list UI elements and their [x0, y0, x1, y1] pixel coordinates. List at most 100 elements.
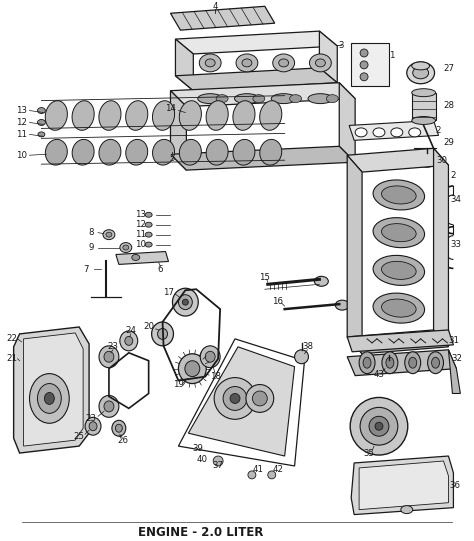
Ellipse shape [253, 95, 265, 103]
Ellipse shape [45, 101, 67, 130]
Ellipse shape [205, 351, 215, 362]
Ellipse shape [359, 352, 375, 374]
Ellipse shape [386, 357, 394, 368]
Text: 8: 8 [88, 228, 94, 237]
Ellipse shape [271, 94, 296, 103]
Ellipse shape [123, 245, 129, 250]
Ellipse shape [315, 59, 325, 67]
Text: 34: 34 [450, 195, 461, 204]
Polygon shape [347, 330, 448, 354]
Ellipse shape [252, 391, 267, 406]
Ellipse shape [373, 128, 385, 137]
Polygon shape [175, 68, 337, 91]
Ellipse shape [85, 417, 101, 435]
Polygon shape [349, 121, 438, 140]
Ellipse shape [416, 153, 438, 167]
Polygon shape [175, 31, 337, 54]
Ellipse shape [125, 337, 133, 345]
Ellipse shape [391, 128, 403, 137]
Ellipse shape [310, 54, 331, 72]
Ellipse shape [145, 242, 152, 247]
Text: 5: 5 [170, 154, 175, 163]
Polygon shape [339, 83, 355, 162]
Text: 25: 25 [73, 432, 85, 441]
Ellipse shape [115, 424, 122, 432]
Ellipse shape [375, 423, 383, 430]
Text: 11: 11 [16, 130, 27, 139]
Ellipse shape [199, 54, 221, 72]
Ellipse shape [248, 471, 256, 479]
Polygon shape [351, 456, 454, 514]
Text: 37: 37 [213, 461, 224, 471]
Text: 1: 1 [389, 51, 395, 61]
Ellipse shape [432, 357, 439, 368]
Ellipse shape [153, 101, 174, 130]
Text: 31: 31 [448, 337, 459, 345]
Ellipse shape [104, 351, 114, 362]
Ellipse shape [382, 186, 416, 204]
Ellipse shape [179, 140, 201, 165]
Ellipse shape [126, 140, 148, 165]
Ellipse shape [178, 354, 206, 384]
Ellipse shape [223, 386, 247, 411]
Text: 10: 10 [135, 240, 146, 249]
Ellipse shape [132, 254, 140, 260]
Text: 40: 40 [197, 456, 208, 465]
Ellipse shape [409, 128, 420, 137]
Text: 43: 43 [374, 370, 384, 379]
Ellipse shape [99, 140, 121, 165]
Ellipse shape [382, 223, 416, 242]
Text: 32: 32 [451, 354, 462, 363]
Ellipse shape [412, 116, 436, 124]
Ellipse shape [420, 157, 433, 164]
Ellipse shape [185, 361, 200, 377]
Ellipse shape [428, 352, 444, 374]
Ellipse shape [153, 140, 174, 165]
Ellipse shape [201, 346, 220, 368]
Ellipse shape [29, 374, 69, 423]
Text: 12: 12 [16, 118, 27, 127]
Ellipse shape [72, 101, 94, 130]
Ellipse shape [242, 59, 252, 67]
Text: 23: 23 [108, 342, 118, 351]
Ellipse shape [246, 385, 273, 412]
Polygon shape [347, 148, 448, 172]
Text: 22: 22 [6, 334, 17, 344]
Text: 2: 2 [436, 126, 441, 135]
Text: 20: 20 [143, 322, 154, 332]
Ellipse shape [373, 293, 425, 323]
Text: 38: 38 [302, 342, 313, 351]
Ellipse shape [99, 346, 119, 368]
Polygon shape [359, 461, 448, 510]
Polygon shape [448, 350, 460, 393]
Polygon shape [347, 350, 456, 375]
Ellipse shape [373, 180, 425, 210]
Polygon shape [171, 6, 275, 30]
Ellipse shape [360, 61, 368, 69]
Ellipse shape [290, 95, 301, 103]
Text: 23: 23 [86, 414, 97, 423]
Ellipse shape [279, 59, 289, 67]
Ellipse shape [106, 232, 112, 237]
Text: 11: 11 [135, 230, 146, 239]
Ellipse shape [216, 95, 228, 103]
Ellipse shape [126, 101, 148, 130]
Ellipse shape [360, 73, 368, 81]
Ellipse shape [405, 352, 420, 374]
Text: 3: 3 [338, 41, 344, 50]
Ellipse shape [308, 94, 333, 103]
Ellipse shape [178, 295, 192, 309]
Ellipse shape [145, 212, 152, 217]
Ellipse shape [360, 49, 368, 57]
Ellipse shape [273, 54, 294, 72]
Ellipse shape [145, 222, 152, 227]
Ellipse shape [236, 54, 258, 72]
Ellipse shape [104, 401, 114, 412]
Text: 29: 29 [443, 138, 454, 147]
Text: 41: 41 [252, 465, 264, 474]
Text: 21: 21 [6, 354, 17, 363]
Ellipse shape [233, 140, 255, 165]
Ellipse shape [233, 101, 255, 130]
Polygon shape [347, 330, 454, 352]
Text: 15: 15 [259, 273, 270, 282]
